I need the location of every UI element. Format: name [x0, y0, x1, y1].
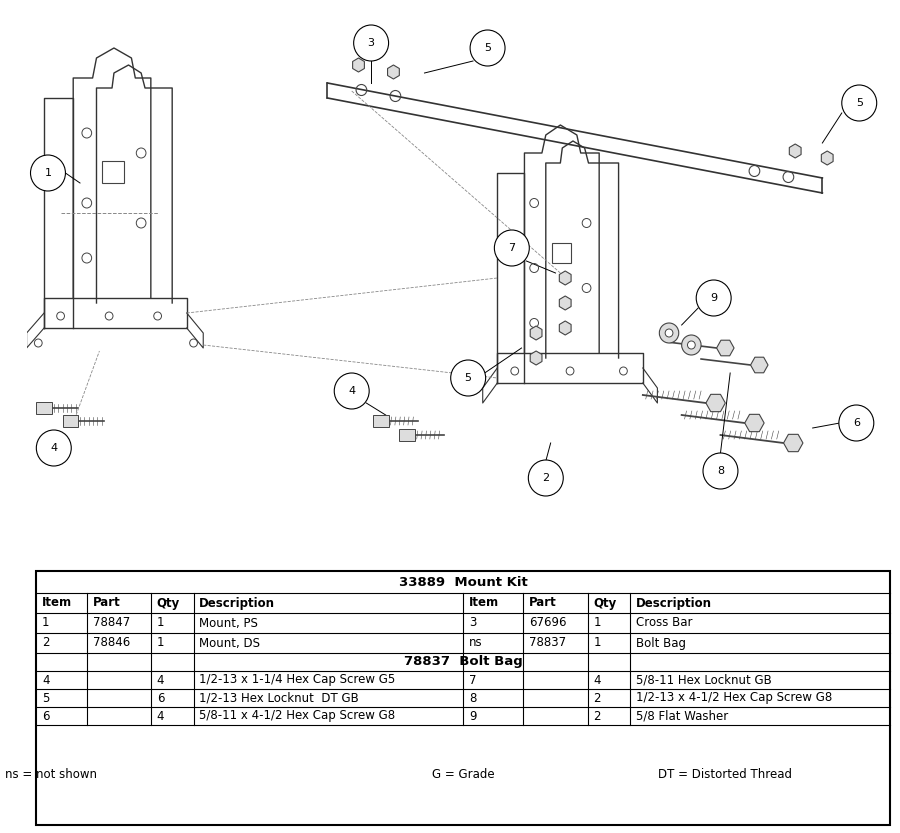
Text: 5: 5: [484, 43, 491, 53]
Text: 4: 4: [593, 674, 601, 686]
Circle shape: [665, 329, 673, 337]
Text: 1/2-13 x 1-1/4 Hex Cap Screw G5: 1/2-13 x 1-1/4 Hex Cap Screw G5: [200, 674, 396, 686]
Text: 1: 1: [157, 636, 164, 650]
Text: Mount, PS: Mount, PS: [200, 616, 258, 630]
Text: Mount, DS: Mount, DS: [200, 636, 260, 650]
Text: Description: Description: [636, 596, 712, 610]
Text: 1: 1: [44, 168, 51, 178]
Text: 2: 2: [593, 710, 601, 722]
Text: Item: Item: [469, 596, 500, 610]
Text: 9: 9: [710, 293, 717, 303]
Circle shape: [697, 280, 731, 316]
Text: 7: 7: [469, 674, 477, 686]
Text: 7: 7: [508, 243, 516, 253]
Text: 1: 1: [157, 616, 164, 630]
Text: 1/2-13 x 4-1/2 Hex Cap Screw G8: 1/2-13 x 4-1/2 Hex Cap Screw G8: [636, 691, 832, 705]
Text: DT = Distorted Thread: DT = Distorted Thread: [658, 769, 792, 781]
Text: Cross Bar: Cross Bar: [636, 616, 692, 630]
Text: ns: ns: [469, 636, 482, 650]
Text: 78846: 78846: [93, 636, 130, 650]
Text: 5/8 Flat Washer: 5/8 Flat Washer: [636, 710, 728, 722]
Circle shape: [36, 430, 71, 466]
Text: 67696: 67696: [529, 616, 567, 630]
Text: 2: 2: [542, 473, 549, 483]
Text: 1: 1: [42, 616, 50, 630]
Text: 8: 8: [469, 691, 476, 705]
Text: Qty: Qty: [593, 596, 616, 610]
Text: 1: 1: [593, 616, 601, 630]
Text: 4: 4: [157, 710, 164, 722]
Circle shape: [839, 405, 874, 441]
Text: 2: 2: [42, 636, 50, 650]
Text: Qty: Qty: [157, 596, 180, 610]
Text: 5: 5: [856, 98, 863, 108]
FancyBboxPatch shape: [374, 415, 389, 427]
Text: 78847: 78847: [93, 616, 130, 630]
Circle shape: [334, 373, 369, 409]
Text: Description: Description: [200, 596, 275, 610]
Text: 3: 3: [469, 616, 476, 630]
Text: 6: 6: [157, 691, 164, 705]
Text: 5/8-11 Hex Locknut GB: 5/8-11 Hex Locknut GB: [636, 674, 772, 686]
Text: Part: Part: [529, 596, 557, 610]
Circle shape: [354, 25, 389, 61]
Text: 5/8-11 x 4-1/2 Hex Cap Screw G8: 5/8-11 x 4-1/2 Hex Cap Screw G8: [200, 710, 395, 722]
Circle shape: [688, 341, 695, 349]
Circle shape: [31, 155, 66, 191]
Text: 1: 1: [593, 636, 601, 650]
Text: Bolt Bag: Bolt Bag: [636, 636, 686, 650]
Text: 3: 3: [367, 38, 374, 48]
Text: 9: 9: [469, 710, 477, 722]
Text: Part: Part: [93, 596, 121, 610]
Circle shape: [703, 453, 738, 489]
Text: 78837: 78837: [529, 636, 566, 650]
Text: 6: 6: [853, 418, 859, 428]
Text: 6: 6: [42, 710, 50, 722]
Text: 5: 5: [42, 691, 50, 705]
Circle shape: [451, 360, 486, 396]
Circle shape: [842, 85, 877, 121]
FancyBboxPatch shape: [36, 402, 52, 414]
Text: 1/2-13 Hex Locknut  DT GB: 1/2-13 Hex Locknut DT GB: [200, 691, 359, 705]
Text: Item: Item: [42, 596, 72, 610]
FancyBboxPatch shape: [62, 415, 78, 427]
Text: 8: 8: [717, 466, 724, 476]
Text: 2: 2: [593, 691, 601, 705]
Text: 4: 4: [157, 674, 164, 686]
FancyBboxPatch shape: [400, 429, 415, 441]
Circle shape: [681, 335, 701, 355]
Text: G = Grade: G = Grade: [432, 769, 495, 781]
Text: 4: 4: [50, 443, 58, 453]
Circle shape: [494, 230, 529, 266]
Text: 33889  Mount Kit: 33889 Mount Kit: [399, 576, 527, 588]
Text: 5: 5: [464, 373, 472, 383]
Text: 78837  Bolt Bag: 78837 Bolt Bag: [404, 656, 523, 669]
Circle shape: [470, 30, 505, 66]
Text: ns = not shown: ns = not shown: [4, 769, 97, 781]
Circle shape: [528, 460, 563, 496]
Circle shape: [660, 323, 679, 343]
Text: 4: 4: [42, 674, 50, 686]
Text: 4: 4: [348, 386, 356, 396]
